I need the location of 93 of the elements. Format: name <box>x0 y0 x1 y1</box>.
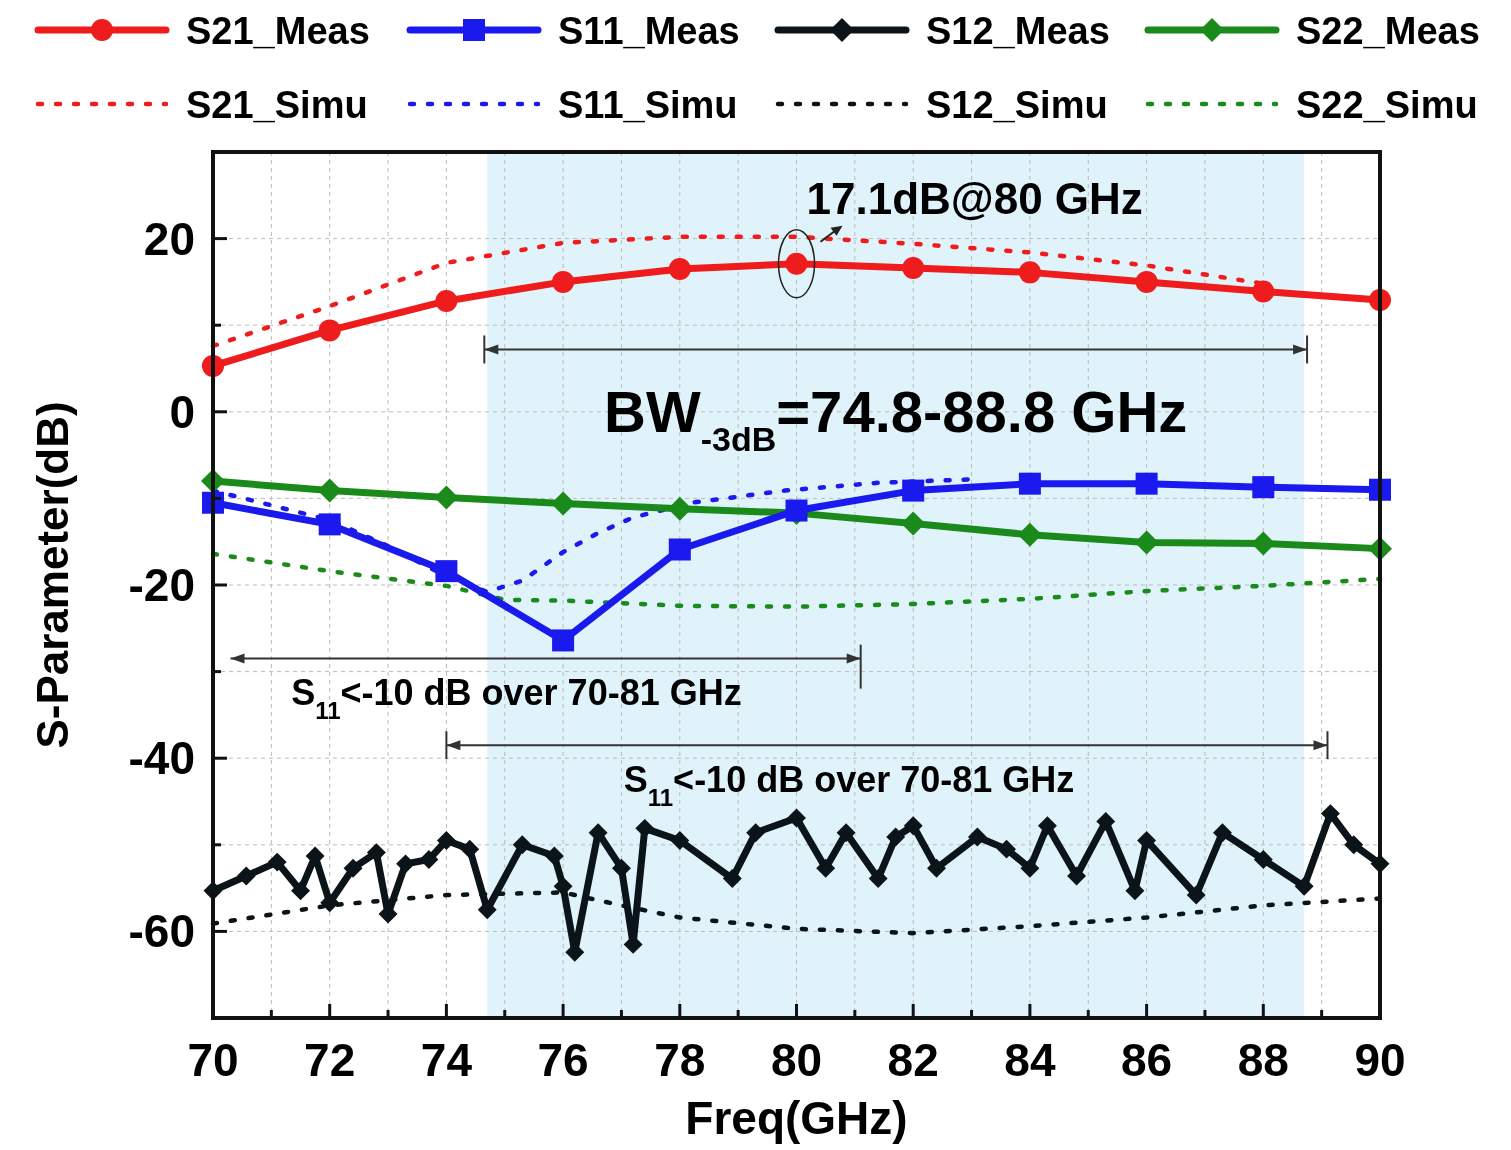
y-tick-label: -20 <box>128 559 195 611</box>
point <box>434 485 459 510</box>
x-tick-label: 78 <box>654 1034 706 1086</box>
point <box>436 831 456 850</box>
point <box>997 839 1017 859</box>
point <box>1344 835 1364 855</box>
point <box>670 831 690 850</box>
point <box>1186 885 1206 905</box>
legend-label: S22_Simu <box>1296 84 1478 126</box>
annotation: 17.1dB@80 GHz <box>806 173 1143 223</box>
legend-label: S12_Meas <box>926 10 1110 52</box>
point <box>291 881 310 901</box>
point <box>1213 823 1232 843</box>
point <box>551 491 576 516</box>
x-tick-label: 70 <box>187 1034 239 1086</box>
point <box>902 479 925 502</box>
y-tick-label: -40 <box>128 732 195 785</box>
point <box>460 839 480 859</box>
point <box>787 808 806 828</box>
point <box>903 816 923 836</box>
x-tick-label: 74 <box>420 1034 473 1086</box>
point <box>1018 472 1041 495</box>
point <box>667 496 692 521</box>
point <box>746 823 766 843</box>
point <box>902 257 925 280</box>
point <box>1251 531 1276 556</box>
point <box>1017 522 1042 547</box>
point <box>1253 850 1273 869</box>
annotation: S$_{11}$<-10 dB over 70-81 GHz <box>623 758 1075 811</box>
point <box>868 869 888 889</box>
point <box>317 478 342 503</box>
point <box>320 893 340 913</box>
legend-label: S21_Meas <box>186 10 370 52</box>
point <box>1294 876 1314 896</box>
y-axis-title: S-Parameter(dB) <box>28 401 77 749</box>
x-tick-label: 88 <box>1237 1034 1289 1086</box>
point <box>544 846 564 866</box>
point <box>1252 280 1275 303</box>
point <box>1135 270 1158 293</box>
point <box>1067 866 1087 886</box>
y-tick-label: 20 <box>143 212 195 265</box>
x-tick-label: 80 <box>770 1034 823 1086</box>
point <box>435 560 458 583</box>
point <box>901 511 926 536</box>
x-tick-label: 84 <box>1004 1034 1056 1086</box>
point <box>267 852 287 872</box>
point <box>1134 530 1159 555</box>
point <box>512 835 532 855</box>
point <box>318 513 341 536</box>
point <box>435 289 458 312</box>
legend-label: S11_Simu <box>558 84 738 126</box>
point <box>668 538 691 561</box>
legend-label: S12_Simu <box>926 84 1108 126</box>
legend-label: S11_Meas <box>558 10 740 52</box>
point <box>927 858 946 878</box>
point <box>236 866 256 886</box>
point <box>1137 831 1157 850</box>
x-tick-label: 90 <box>1354 1034 1406 1086</box>
point <box>366 843 386 863</box>
y-tick-label: 0 <box>169 385 195 438</box>
point <box>396 854 416 874</box>
point <box>1320 804 1340 824</box>
point <box>552 270 575 293</box>
annotation: BW$_{-3dB}$=74.8-88.8 GHz <box>604 378 1188 458</box>
x-tick-label: 86 <box>1121 1034 1173 1086</box>
point <box>1020 858 1040 878</box>
point <box>967 827 987 847</box>
point <box>318 319 341 342</box>
point <box>635 818 655 838</box>
point <box>1135 472 1158 495</box>
point <box>722 869 742 889</box>
x-axis-title: Freq(GHz) <box>685 1092 908 1144</box>
point <box>1037 816 1057 836</box>
point <box>1252 476 1275 499</box>
point <box>816 858 836 878</box>
point <box>419 850 439 869</box>
point <box>785 499 808 522</box>
legend-label: S22_Meas <box>1296 10 1480 52</box>
point <box>553 876 573 896</box>
x-tick-label: 72 <box>304 1034 356 1086</box>
point <box>886 827 906 847</box>
point <box>552 629 575 652</box>
x-tick-label: 76 <box>537 1034 589 1086</box>
y-tick-label: -60 <box>128 905 195 958</box>
x-tick-label: 82 <box>887 1034 939 1086</box>
annotation: S$_{11}$<-10 dB over 70-81 GHz <box>291 672 742 724</box>
point <box>611 858 631 878</box>
point <box>343 858 363 878</box>
legend-label: S21_Simu <box>186 84 368 126</box>
point <box>668 257 691 280</box>
point <box>1018 261 1041 284</box>
point <box>1096 811 1116 831</box>
point <box>836 823 856 843</box>
